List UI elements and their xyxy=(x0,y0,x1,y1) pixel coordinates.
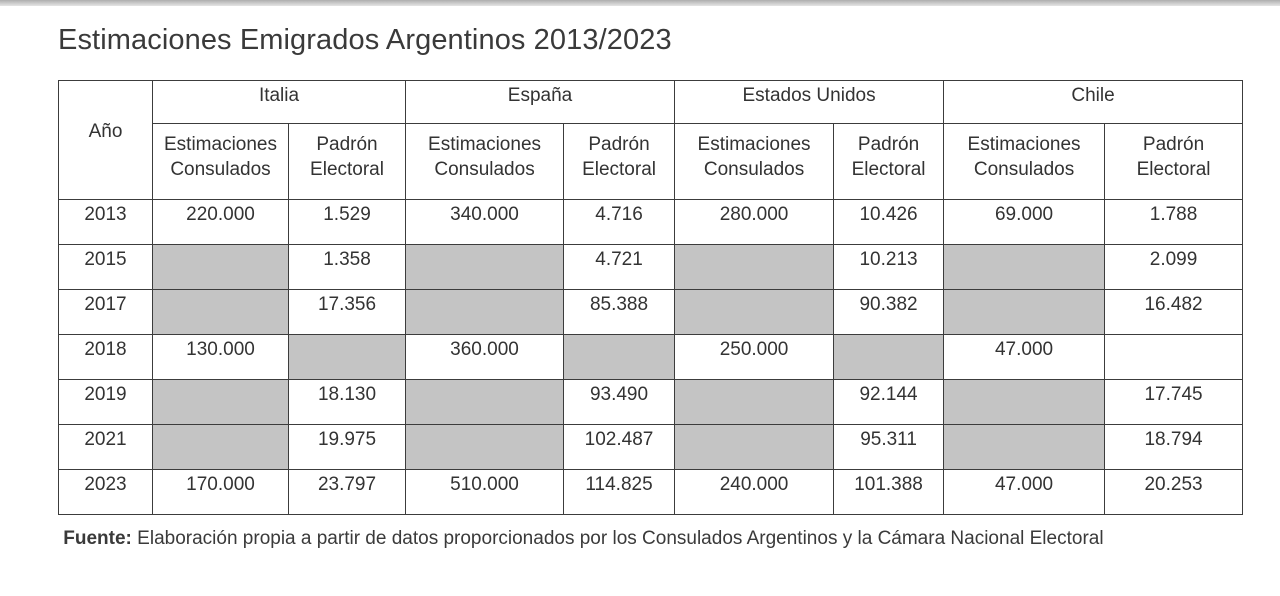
table-cell: 47.000 xyxy=(943,469,1106,515)
table-cell xyxy=(674,289,835,335)
table-cell xyxy=(405,244,565,290)
table-row: 2023 170.000 23.797 510.000 114.825 240.000 10… xyxy=(58,469,1244,515)
table-cell: 90.382 xyxy=(833,289,945,335)
table-cell xyxy=(405,379,565,425)
country-header-row: Año Italia España Estados Unidos Chile xyxy=(58,80,1244,200)
subheader-padron: Padrón Electoral xyxy=(563,123,676,200)
cropped-previous-text xyxy=(0,0,1280,6)
table-cell: 1.529 xyxy=(287,199,407,245)
table-cell: 240.000 xyxy=(674,469,835,515)
table-cell: 102.487 xyxy=(563,424,676,470)
table-cell: 114.825 xyxy=(563,469,676,515)
table-cell: 16.482 xyxy=(1104,289,1244,335)
table-cell: 1.788 xyxy=(1104,199,1244,245)
table-cell xyxy=(943,244,1106,290)
table-cell: 20.253 xyxy=(1104,469,1244,515)
table-cell: 10.426 xyxy=(833,199,945,245)
year-column-header: Año xyxy=(58,80,153,200)
table-row: 2017 17.356 85.388 90.382 16.482 xyxy=(58,289,1244,335)
table-cell: 18.130 xyxy=(287,379,407,425)
table-cell xyxy=(152,244,289,290)
table-cell xyxy=(405,289,565,335)
table-cell: 220.000 xyxy=(152,199,289,245)
table-body: 2013 220.000 1.529 340.000 4.716 280.000 10.42… xyxy=(58,199,1244,515)
table-row: 2015 1.358 4.721 10.213 2.099 xyxy=(58,244,1244,290)
table-cell xyxy=(287,334,407,380)
sub-header-row: Estimaciones Consulados Padrón Electoral… xyxy=(59,123,1244,200)
country-header-italia: Italia xyxy=(151,80,407,124)
table-cell: 280.000 xyxy=(674,199,835,245)
table-cell: 2.099 xyxy=(1104,244,1244,290)
table-cell xyxy=(674,424,835,470)
table-cell: 170.000 xyxy=(152,469,289,515)
table-row: 2018 130.000 360.000 250.000 47.000 xyxy=(58,334,1244,380)
subheader-estimaciones: Estimaciones Consulados xyxy=(152,123,289,200)
table-cell xyxy=(405,424,565,470)
table-cell xyxy=(152,289,289,335)
table-cell: 130.000 xyxy=(152,334,289,380)
emigrants-table: Año Italia España Estados Unidos Chile E… xyxy=(58,80,1244,515)
table-cell xyxy=(674,379,835,425)
table-cell: 510.000 xyxy=(405,469,565,515)
source-text: Elaboración propia a partir de datos pro… xyxy=(137,528,1104,549)
table-cell: 69.000 xyxy=(943,199,1106,245)
source-label: Fuente: xyxy=(63,528,132,549)
table-cell: 85.388 xyxy=(563,289,676,335)
table-cell: 92.144 xyxy=(833,379,945,425)
table-cell: 19.975 xyxy=(287,424,407,470)
table-cell xyxy=(674,244,835,290)
table-cell: 47.000 xyxy=(943,334,1106,380)
table-cell: 4.721 xyxy=(563,244,676,290)
table-cell: 10.213 xyxy=(833,244,945,290)
subheader-estimaciones: Estimaciones Consulados xyxy=(674,123,835,200)
table-cell: 340.000 xyxy=(405,199,565,245)
subheader-padron: Padrón Electoral xyxy=(833,123,945,200)
year-cell: 2019 xyxy=(58,379,153,425)
table-cell xyxy=(943,289,1106,335)
table-cell: 360.000 xyxy=(405,334,565,380)
table-cell xyxy=(152,379,289,425)
table-cell: 95.311 xyxy=(833,424,945,470)
year-cell: 2021 xyxy=(58,424,153,470)
table-cell xyxy=(563,334,676,380)
table-row: 2019 18.130 93.490 92.144 17.745 xyxy=(58,379,1244,425)
page-title: Estimaciones Emigrados Argentinos 2013/2… xyxy=(58,24,672,56)
year-cell: 2023 xyxy=(58,469,153,515)
country-header-chile: Chile xyxy=(943,80,1244,124)
year-cell: 2018 xyxy=(58,334,153,380)
subheader-estimaciones: Estimaciones Consulados xyxy=(943,123,1106,200)
table-cell xyxy=(943,379,1106,425)
table-cell: 23.797 xyxy=(287,469,407,515)
table-row: 2013 220.000 1.529 340.000 4.716 280.000 10.42… xyxy=(58,199,1244,245)
year-cell: 2015 xyxy=(58,244,153,290)
table-cell: 17.356 xyxy=(287,289,407,335)
year-cell: 2013 xyxy=(58,199,153,245)
subheader-padron: Padrón Electoral xyxy=(287,123,407,200)
table-cell: 1.358 xyxy=(287,244,407,290)
table-cell: 18.794 xyxy=(1104,424,1244,470)
source-note: Fuente: Elaboración propia a partir de d… xyxy=(58,526,1240,552)
table-cell xyxy=(943,424,1106,470)
subheader-estimaciones: Estimaciones Consulados xyxy=(405,123,565,200)
table-cell: 101.388 xyxy=(833,469,945,515)
table-cell xyxy=(152,424,289,470)
subheader-padron: Padrón Electoral xyxy=(1104,123,1244,200)
country-header-espana: España xyxy=(405,80,676,124)
table-row: 2021 19.975 102.487 95.311 18.794 xyxy=(58,424,1244,470)
table-cell xyxy=(833,334,945,380)
table-cell: 17.745 xyxy=(1104,379,1244,425)
year-cell: 2017 xyxy=(58,289,153,335)
country-header-estados-unidos: Estados Unidos xyxy=(674,80,945,124)
table-cell: 4.716 xyxy=(563,199,676,245)
table-cell: 250.000 xyxy=(674,334,835,380)
table-cell xyxy=(1104,334,1244,380)
table-cell: 93.490 xyxy=(563,379,676,425)
